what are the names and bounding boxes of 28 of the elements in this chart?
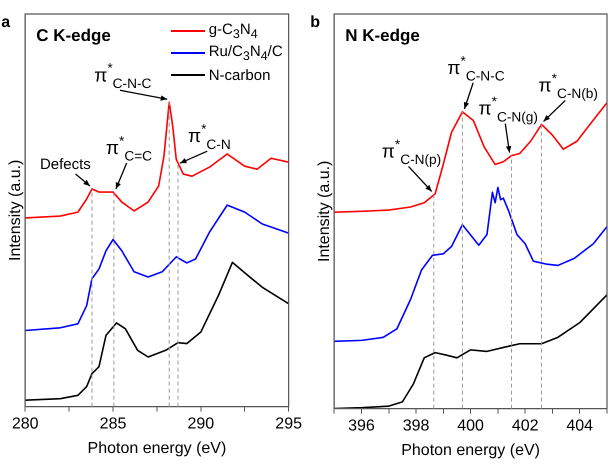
x-tick-label: 404 [566, 418, 594, 435]
x-tick-label: 402 [512, 418, 539, 435]
x-axis-title: Photon energy (eV) [88, 440, 226, 457]
annotation: π*C-N(p) [382, 136, 442, 168]
x-tick-label: 290 [187, 416, 214, 433]
x-tick-label: 400 [457, 418, 484, 435]
annotation: π*C-N(g) [478, 94, 538, 124]
annotation: π*C-N(b) [538, 70, 598, 102]
legend-label: N-carbon [208, 66, 270, 84]
chart-title: C K-edge [36, 26, 111, 45]
x-tick-label: 398 [402, 418, 430, 435]
x-tick-label: 280 [12, 416, 39, 433]
x-tick-label: 396 [348, 418, 375, 435]
annotation: π*C=C [106, 133, 152, 164]
x-tick-label: 285 [100, 416, 126, 433]
y-axis-title: Intensity (a.u.) [7, 160, 24, 261]
annotation: Defects [40, 156, 91, 173]
annotation: π*C-N-C [447, 53, 505, 84]
chart-title: N K-edge [345, 26, 420, 45]
legend-label: Ru/C$_{3}$N$_{4}$/C [208, 43, 283, 63]
x-axis-title: Photon energy (eV) [401, 442, 540, 459]
legend-label: g-C$_{3}$N$_{4}$ [208, 21, 258, 41]
annotation: π*C-N-C [94, 60, 152, 91]
y-axis-title: Intensity (a.u.) [316, 160, 334, 262]
annotation: π*C-N [188, 122, 231, 152]
x-tick-label: 295 [275, 416, 302, 433]
text: b [310, 14, 320, 31]
text: a [1, 14, 10, 31]
